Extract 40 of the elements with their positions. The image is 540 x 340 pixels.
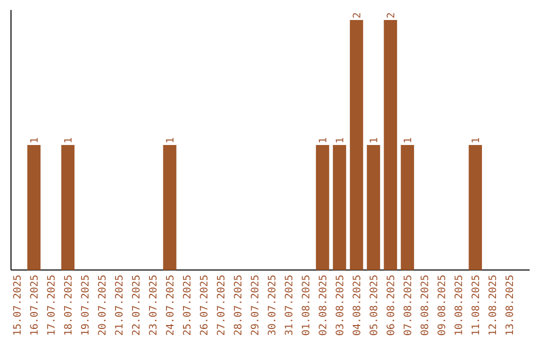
x-tick-label: 29.07.2025 — [250, 276, 258, 335]
x-tick-label: 13.08.2025 — [505, 276, 514, 335]
x-tick-label: 09.08.2025 — [438, 276, 446, 336]
data-label: 1 — [64, 138, 72, 142]
x-tick-label: 22.07.2025 — [132, 276, 140, 335]
x-tick-label: 16.07.2025 — [30, 276, 38, 335]
x-tick-label: 28.07.2025 — [234, 276, 242, 335]
x-tick-label: 18.07.2025 — [64, 276, 72, 335]
data-label: 1 — [472, 138, 480, 142]
x-tick-label: 03.08.2025 — [336, 276, 344, 336]
data-label: 1 — [404, 138, 412, 142]
x-tick-label: 11.08.2025 — [472, 276, 480, 335]
x-tick-label: 07.08.2025 — [404, 276, 412, 336]
x-tick-label: 19.07.2025 — [81, 276, 89, 335]
x-tick-label: 23.07.2025 — [148, 276, 157, 335]
x-tick-label: 27.07.2025 — [216, 276, 225, 335]
data-label: 1 — [166, 138, 174, 142]
x-tick-label: 01.08.2025 — [302, 276, 310, 336]
x-tick-label: 06.08.2025 — [386, 276, 394, 336]
data-label: 1 — [30, 138, 38, 142]
data-label: 2 — [386, 13, 394, 18]
data-label: 1 — [318, 138, 326, 142]
x-tick-label: 24.07.2025 — [166, 276, 174, 335]
x-tick-label: 20.07.2025 — [98, 276, 106, 335]
x-tick-label: 17.07.2025 — [47, 276, 55, 335]
x-tick-label: 25.07.2025 — [182, 276, 191, 335]
x-tick-label: 05.08.2025 — [370, 276, 378, 336]
x-tick-label: 12.08.2025 — [488, 276, 496, 335]
data-label: 1 — [336, 138, 344, 142]
x-tick-label: 26.07.2025 — [200, 276, 208, 335]
x-tick-label: 21.07.2025 — [114, 276, 123, 335]
data-label: 1 — [370, 138, 378, 142]
data-label: 2 — [352, 13, 360, 18]
x-tick-label: 15.07.2025 — [13, 276, 21, 335]
x-tick-label: 02.08.2025 — [318, 276, 326, 336]
x-tick-label: 30.07.2025 — [268, 276, 276, 336]
x-tick-label: 10.08.2025 — [454, 276, 462, 335]
x-tick-label: 31.07.2025 — [284, 276, 292, 336]
x-tick-label: 04.08.2025 — [352, 276, 360, 336]
x-tick-label: 08.08.2025 — [420, 276, 428, 336]
